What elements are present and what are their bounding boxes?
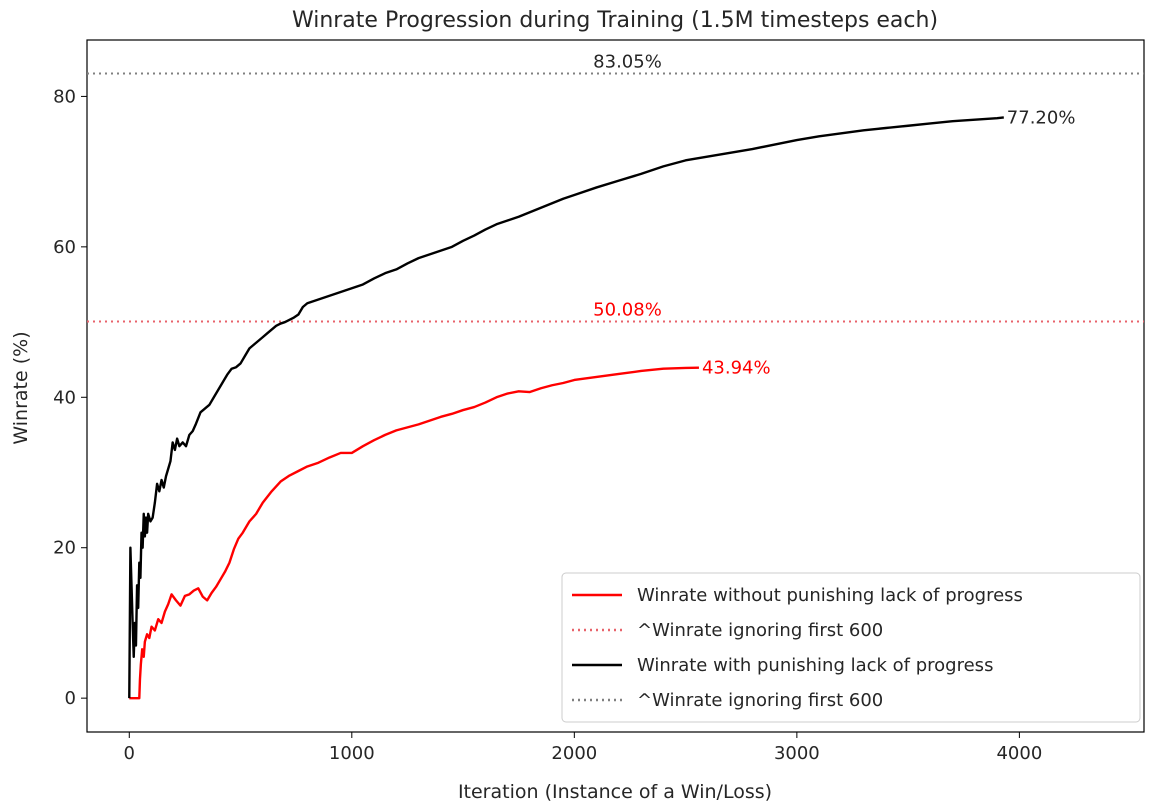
x-tick-label: 2000 xyxy=(551,743,597,764)
y-tick-label: 0 xyxy=(65,688,76,709)
legend-label-3: Winrate with punishing lack of progress xyxy=(637,655,993,676)
legend-label-1: Winrate without punishing lack of progre… xyxy=(637,585,1023,606)
plot-area: 0 1000 2000 3000 4000 0 20 40 60 80 43.94% 50.08% 77… xyxy=(53,39,1145,764)
legend-label-2: ^Winrate ignoring first 600 xyxy=(637,620,883,641)
series-end-label-1: 43.94% xyxy=(702,358,771,379)
x-axis-label: Iteration (Instance of a Win/Loss) xyxy=(458,781,772,803)
legend-box xyxy=(561,572,1141,723)
y-axis-label: Winrate (%) xyxy=(10,331,32,444)
plot-frame xyxy=(86,39,1145,733)
y-tick-label: 80 xyxy=(53,86,76,107)
y-tick-label: 60 xyxy=(53,237,76,258)
y-tick-label: 40 xyxy=(53,387,76,408)
legend-label-4: ^Winrate ignoring first 600 xyxy=(637,690,883,711)
reference-line-label-4: 83.05% xyxy=(593,51,662,72)
reference-line-label-2: 50.08% xyxy=(593,299,662,320)
y-tick-label: 20 xyxy=(53,538,76,559)
x-tick-label: 0 xyxy=(124,743,135,764)
series-line-3 xyxy=(128,116,1004,699)
series-end-label-3: 77.20% xyxy=(1007,107,1076,128)
series-line-1 xyxy=(129,366,699,700)
x-tick-label: 4000 xyxy=(996,743,1042,764)
x-tick-label: 3000 xyxy=(774,743,820,764)
x-tick-label: 1000 xyxy=(329,743,375,764)
chart-title: Winrate Progression during Training (1.5… xyxy=(292,8,938,33)
